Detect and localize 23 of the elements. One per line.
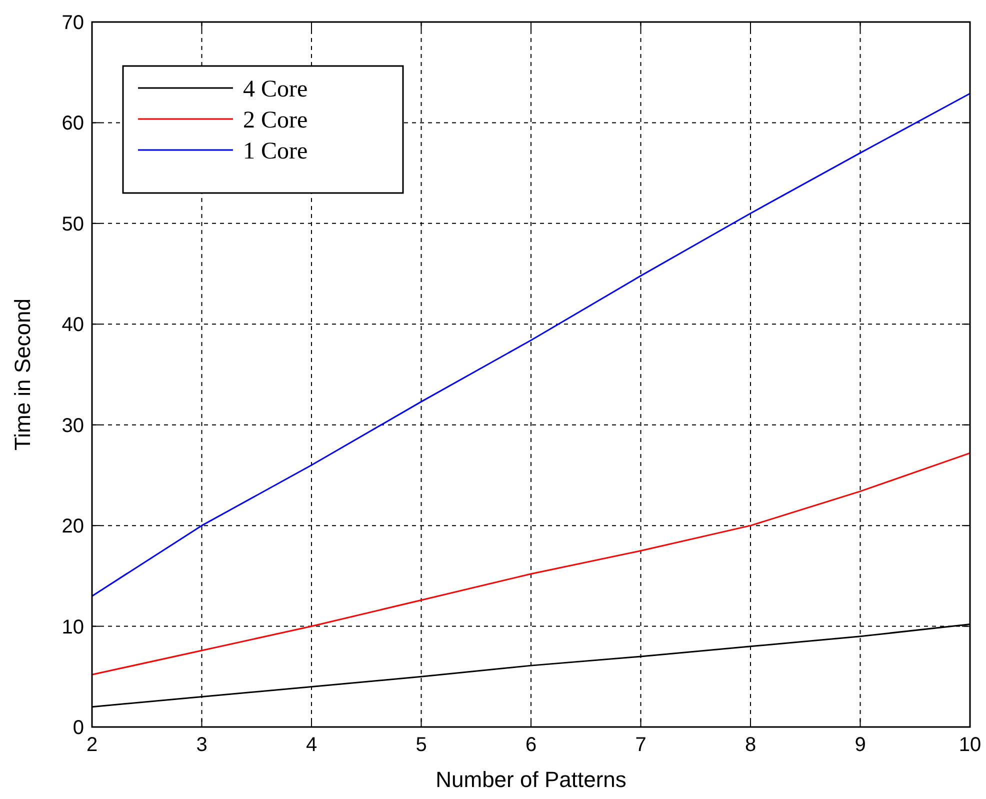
x-axis-title: Number of Patterns — [436, 767, 626, 792]
x-tick-label: 7 — [635, 734, 646, 756]
line-series — [91, 452, 971, 676]
y-axis-title: Time in Second — [10, 298, 35, 451]
y-tick-label: 30 — [62, 414, 84, 437]
y-tick-label: 10 — [62, 616, 84, 638]
x-tick-label: 10 — [958, 734, 982, 756]
y-tick-label: 0 — [72, 717, 84, 739]
x-tick-label: 3 — [196, 734, 208, 756]
legend-label: 1 Core — [243, 138, 308, 164]
y-tick-label: 60 — [62, 112, 84, 135]
y-tick-label: 40 — [62, 314, 84, 336]
x-tick-label: 9 — [854, 734, 866, 756]
legend-label: 4 Core — [243, 76, 308, 102]
x-tick-label: 5 — [416, 734, 427, 756]
legend-label: 2 Core — [243, 107, 308, 134]
y-tick-label: 50 — [62, 213, 84, 236]
x-tick-label: 6 — [525, 734, 537, 756]
y-tick-label: 20 — [62, 516, 84, 538]
x-tick-label: 2 — [86, 734, 98, 756]
y-tick-label: 70 — [62, 12, 84, 34]
x-tick-label: 8 — [744, 734, 756, 756]
x-tick-label: 4 — [306, 734, 318, 756]
